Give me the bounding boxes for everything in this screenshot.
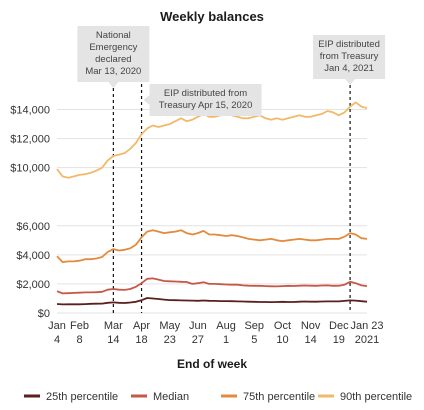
legend-label: 25th percentile [46,391,118,403]
series-line-25th-percentile [56,297,368,306]
x-tick-label: 19 [333,334,345,346]
annotation-text: declared [95,54,131,65]
x-tick-label: 14 [305,334,317,346]
x-tick-label: Dec [329,320,349,332]
x-tick-label: Jan [48,320,66,332]
legend-label: 90th percentile [340,391,412,403]
y-tick-label: $12,000 [10,134,50,146]
annotation-text: National [96,30,131,41]
x-tick-label: 18 [135,334,147,346]
y-tick-label: $4,000 [16,250,50,262]
x-tick-label: 4 [54,334,60,346]
x-axis-ticks: Jan 4 Feb 8 Mar 14 Apr 18 May 23 Jun 27 Aug 1 Sep 5 Oct 1… [48,320,383,346]
annotation-box [313,35,386,79]
y-tick-label: $6,000 [16,221,50,233]
annotation-text: EIP distributed from [164,88,247,99]
legend-label: 75th percentile [243,391,315,403]
series-line-median [56,277,368,295]
y-tick-label: $10,000 [10,163,50,175]
x-tick-label: Nov [301,320,321,332]
x-tick-label: May [159,320,180,332]
annotation-text: from Treasury [320,51,379,62]
annotation-text: Mar 13, 2020 [85,66,141,77]
y-axis-ticks: $0 $2,000 $4,000 $6,000 $10,000 $12,000 $14,00… [10,105,50,320]
annotation-text: Jan 4, 2021 [324,63,374,74]
x-tick-label: Mar [104,320,123,332]
x-tick-label: 2021 [355,334,379,346]
x-tick-label: 1 [223,334,229,346]
x-tick-label: Oct [274,320,291,332]
x-tick-label: Jun [189,320,207,332]
x-tick-label: Sep [244,320,264,332]
x-tick-label: 23 [164,334,176,346]
legend: 25th percentile Median 75th percentile 90th… [24,391,412,403]
x-tick-label: Apr [133,320,150,332]
annotation-text: Treasury Apr 15, 2020 [159,100,253,111]
y-tick-label: $0 [38,308,50,320]
x-tick-label: 10 [276,334,288,346]
y-tick-label: $2,000 [16,279,50,291]
annotation-text: Emergency [89,42,137,53]
annotation-pointer [108,82,119,88]
x-tick-label: Feb [70,320,89,332]
series-line-90th-percentile [56,101,368,179]
series-line-75th-percentile [56,229,368,264]
gridlines [57,109,367,314]
x-tick-label: Jan 23 [350,320,383,332]
series-lines [56,101,368,306]
y-tick-label: $14,000 [10,105,50,117]
annotation-text: EIP distributed [318,39,380,50]
annotation-pointer [345,79,356,85]
x-tick-label: 8 [76,334,82,346]
legend-label: Median [153,391,189,403]
chart-title: Weekly balances [160,9,264,24]
x-tick-label: 5 [251,334,257,346]
annotation-box [149,84,262,116]
annotation-pointer [143,95,150,105]
x-tick-label: 27 [192,334,204,346]
x-tick-label: Aug [216,320,236,332]
annotation-box [77,26,150,82]
event-markers [112,84,351,313]
x-axis-label: End of week [177,357,247,371]
x-tick-label: 14 [107,334,119,346]
